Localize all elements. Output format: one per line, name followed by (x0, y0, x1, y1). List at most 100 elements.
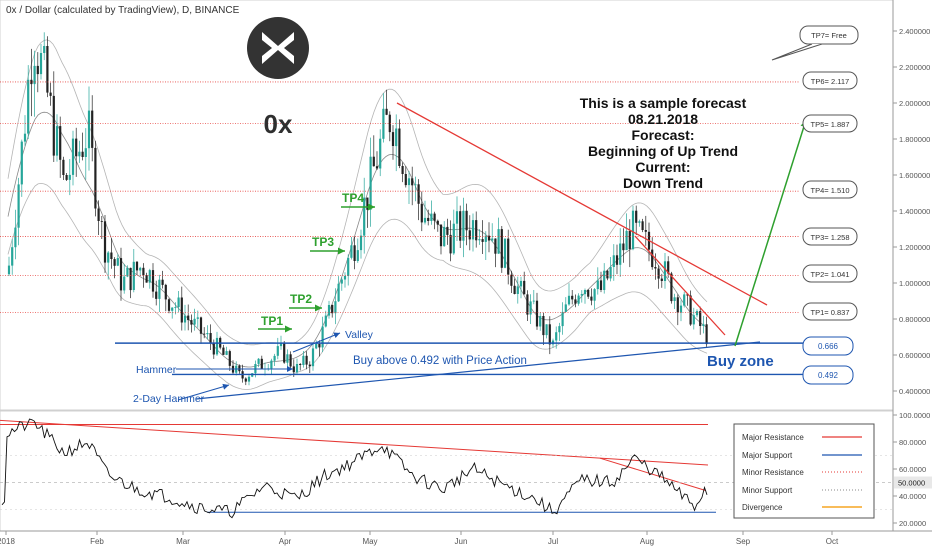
tp4-entry-label: TP4 (342, 191, 364, 205)
candle-body (401, 166, 404, 174)
price-tick-label: 1.200000 (899, 243, 930, 252)
forecast-arrow-shaft (734, 119, 807, 347)
tp6-callout-box (802, 71, 858, 90)
candle-body (529, 301, 532, 315)
candle-body (180, 297, 183, 323)
tp1-callout-box (802, 302, 858, 321)
zone-top-label: 0.666 (818, 342, 839, 351)
legend-label-divergence: Divergence (742, 503, 783, 512)
candle-body (260, 358, 263, 369)
candle-body (622, 243, 625, 251)
zone-top-callout-box (802, 336, 854, 356)
candle-body (196, 317, 199, 319)
candle-body (660, 278, 663, 281)
tp2-label: TP2= 1.041 (811, 270, 850, 279)
candle-body (609, 267, 612, 279)
candle-body (369, 156, 372, 210)
candle-body (651, 249, 654, 268)
legend-box (733, 423, 875, 519)
candle-body (487, 235, 491, 241)
candle-body (683, 294, 686, 306)
candle-body (705, 324, 708, 345)
candle-body (91, 110, 94, 148)
candle-body (199, 317, 203, 334)
candle-body (519, 280, 523, 287)
tp5-callout-box (802, 114, 858, 133)
candle-body (247, 376, 251, 382)
candle-body (699, 311, 702, 326)
candle-body (119, 258, 123, 291)
candle-body (334, 301, 337, 314)
osc-line (1, 418, 708, 519)
time-tick-label: 2018 (0, 537, 15, 546)
candle-body (270, 360, 273, 369)
osc-current-value-box (894, 476, 932, 489)
candle-body (190, 320, 193, 325)
time-tick-label: Jul (548, 537, 558, 546)
candle-body (414, 184, 417, 186)
candle-body (635, 210, 638, 223)
candle-body (311, 348, 315, 367)
candle-body (187, 315, 190, 321)
candle-body (276, 346, 279, 356)
candle-body (100, 221, 103, 222)
candle-body (167, 299, 171, 311)
candle-body (225, 351, 228, 355)
minor-resistance-trendline (634, 235, 726, 336)
candle-body (615, 255, 619, 265)
candle-body (68, 174, 71, 180)
candle-body (142, 267, 145, 276)
time-tick-label: Apr (279, 537, 292, 546)
candle-body (679, 305, 683, 313)
candle-body (295, 364, 299, 373)
candle-body (103, 221, 107, 263)
candle-body (596, 280, 599, 290)
candle-body (574, 299, 577, 304)
candle-body (436, 220, 439, 225)
time-tick-label: Sep (736, 537, 751, 546)
candle-body (657, 268, 660, 279)
candle-body (71, 138, 75, 175)
buy-zone-text: Buy zone (707, 353, 774, 370)
candle-body (363, 197, 366, 236)
candle-body (545, 324, 548, 336)
candle-body (116, 258, 119, 266)
candle-body (327, 305, 331, 316)
candle-body (484, 235, 487, 242)
tp3-label: TP3= 1.258 (811, 233, 850, 242)
candle-body (391, 132, 395, 146)
candle-body (686, 294, 689, 296)
candle-body (523, 280, 526, 295)
candle-body (446, 226, 449, 235)
candle-body (465, 210, 468, 231)
tp4-label: TP4= 1.510 (811, 186, 850, 195)
candle-body (583, 290, 587, 295)
tp7-callout-box (799, 25, 859, 45)
candle-body (347, 257, 350, 276)
hammer-label: Hammer (136, 364, 177, 376)
candle-body (535, 300, 539, 327)
osc-tick-label: 40.0000 (899, 492, 926, 501)
two-day-hammer-label: 2-Day Hammer (133, 393, 205, 405)
candle-body (132, 261, 135, 290)
candle-body (507, 238, 510, 275)
candle-body (164, 284, 167, 300)
candle-body (427, 217, 430, 221)
tp4-callout-box (802, 180, 858, 199)
major-resistance-trendline (396, 102, 768, 306)
price-tick-label: 0.800000 (899, 315, 930, 324)
osc-tick-label: 20.0000 (899, 519, 926, 528)
osc-tick-label: 100.0000 (899, 411, 930, 420)
candle-body (158, 279, 161, 299)
price-tick-label: 2.000000 (899, 99, 930, 108)
candle-body (177, 297, 180, 308)
forecast-line-6: Down Trend (623, 175, 703, 191)
osc-minor-resistance-line (599, 457, 707, 492)
forecast-line-1: This is a sample forecast (580, 95, 747, 111)
forecast-text: This is a sample forecast 08.21.2018 For… (580, 95, 747, 191)
candle-body (209, 333, 212, 343)
candle-body (625, 230, 628, 251)
candle-body (404, 174, 407, 186)
tp2-callout-box (802, 264, 858, 283)
candle-body (673, 297, 676, 301)
